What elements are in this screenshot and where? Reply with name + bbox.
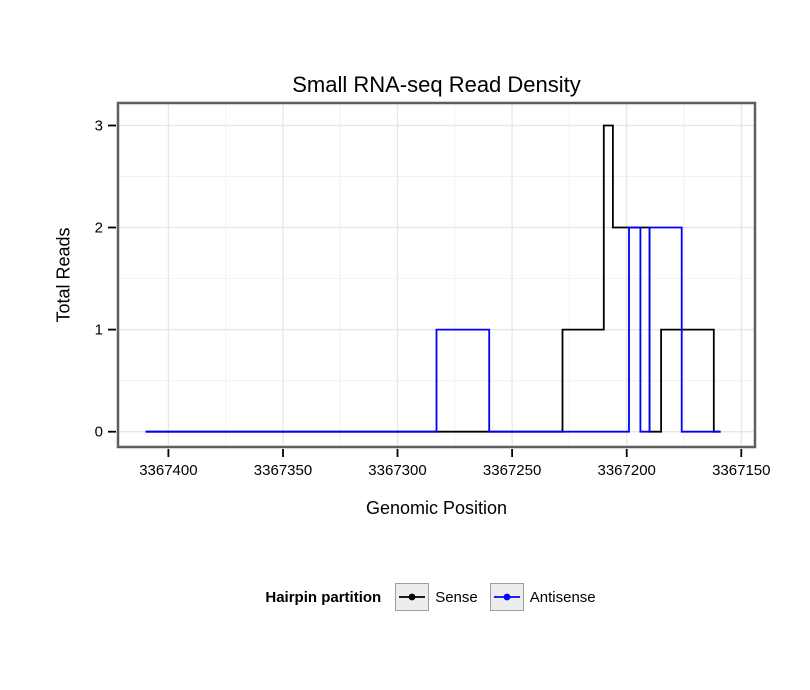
legend-title: Hairpin partition: [265, 588, 382, 606]
legend-label-sense: Sense: [435, 588, 478, 606]
x-tick-label: 3367250: [483, 462, 541, 479]
y-tick-label: 0: [95, 424, 103, 441]
y-tick-label: 2: [95, 220, 103, 237]
legend: Hairpin partition Sense Antisense: [118, 583, 755, 611]
legend-label-antisense: Antisense: [529, 588, 596, 606]
x-tick-label: 3367350: [254, 462, 312, 479]
x-tick-label: 3367300: [368, 462, 426, 479]
sense-line-dot-icon: [395, 583, 430, 611]
chart-title: Small RNA-seq Read Density: [292, 72, 581, 97]
x-tick-label: 3367400: [139, 462, 197, 479]
legend-key-glyph-sense: [399, 593, 426, 601]
y-tick-label: 1: [95, 322, 103, 339]
y-tick-label: 3: [95, 118, 103, 135]
legend-entry-sense: Sense: [395, 583, 478, 611]
x-tick-label: 3367200: [597, 462, 655, 479]
x-axis-title: Genomic Position: [365, 498, 508, 518]
antisense-line-dot-icon: [489, 583, 524, 611]
panel-border: [116, 101, 757, 449]
x-tick-label: 3367150: [712, 462, 770, 479]
legend-entry-antisense: Antisense: [489, 583, 596, 611]
legend-key-glyph-antisense: [493, 593, 520, 601]
series-line-antisense: [145, 226, 721, 433]
